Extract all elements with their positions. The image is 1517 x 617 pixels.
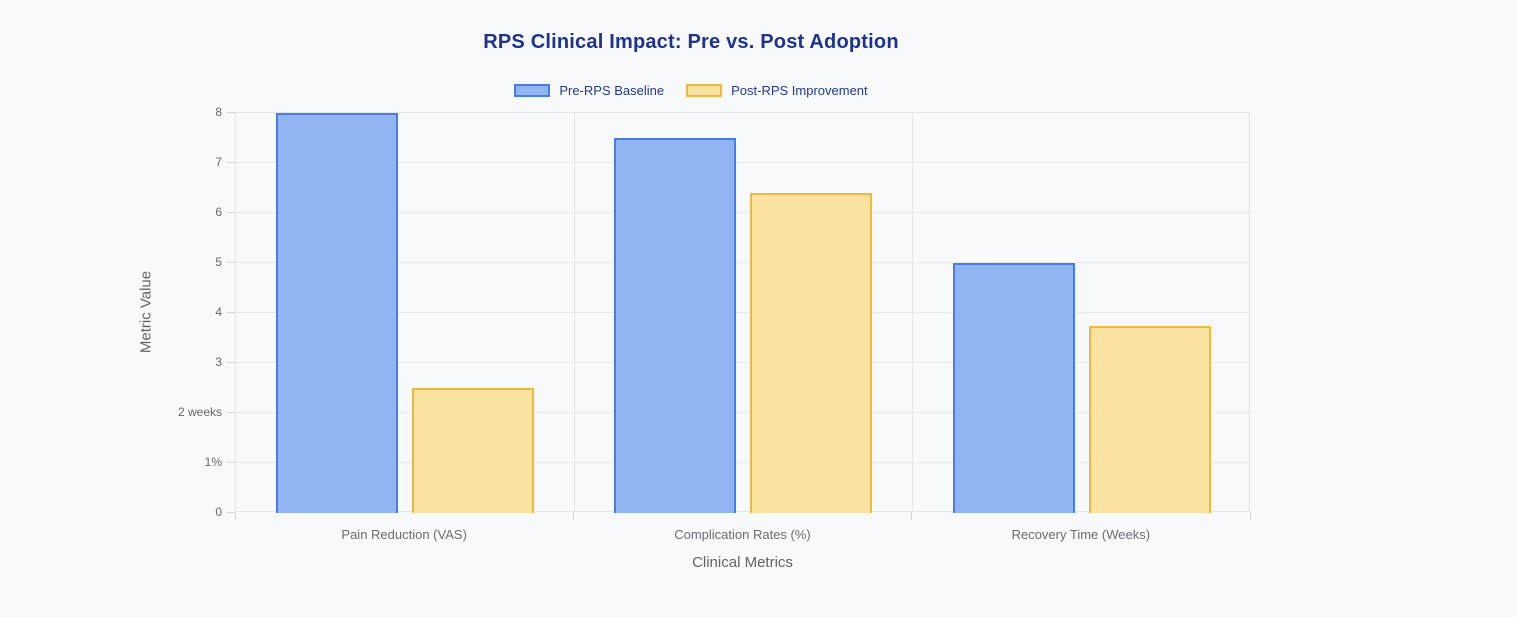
y-axis-tick — [227, 361, 235, 363]
plot-area — [235, 112, 1250, 513]
gridline-horizontal — [236, 362, 1249, 363]
bar-post-rps-2[interactable] — [1088, 325, 1211, 513]
gridline-horizontal — [236, 412, 1249, 413]
category-label-recovery-time: Recovery Time (Weeks) — [1011, 527, 1151, 542]
chart-legend: Pre-RPS Baseline Post-RPS Improvement — [0, 83, 1382, 98]
x-axis-tick — [1249, 512, 1251, 520]
gridline-vertical — [573, 113, 575, 511]
gridline-vertical — [912, 113, 914, 511]
y-axis-tick — [227, 311, 235, 313]
y-axis-tick — [227, 261, 235, 263]
y-axis-tick-label: 7 — [215, 155, 222, 169]
y-axis-tick — [227, 511, 235, 513]
y-axis-tick — [227, 461, 235, 463]
legend-label-post-rps: Post-RPS Improvement — [731, 83, 868, 98]
y-axis-tick-label: 6 — [215, 205, 222, 219]
legend-item-post-rps-improvement[interactable]: Post-RPS Improvement — [686, 83, 868, 98]
y-axis-tick-label: 0 — [215, 505, 222, 519]
category-label-pain-reduction: Pain Reduction (VAS) — [341, 527, 467, 542]
bar-pre-rps-1[interactable] — [614, 138, 737, 513]
y-axis-tick-label: 8 — [215, 105, 222, 119]
y-axis-tick-label: 2 weeks — [177, 405, 222, 419]
category-label-complication-rates: Complication Rates (%) — [674, 527, 811, 542]
legend-swatch-post-rps — [686, 84, 723, 97]
x-axis-title: Clinical Metrics — [692, 554, 793, 571]
y-axis-tick-label: 5 — [215, 255, 222, 269]
y-axis-tick — [227, 411, 235, 413]
bar-pre-rps-0[interactable] — [276, 113, 398, 513]
gridline-horizontal — [236, 162, 1249, 163]
bar-post-rps-0[interactable] — [412, 388, 534, 513]
legend-swatch-pre-rps — [514, 84, 551, 97]
bar-pre-rps-2[interactable] — [952, 263, 1075, 513]
chart-title: RPS Clinical Impact: Pre vs. Post Adopti… — [483, 31, 899, 53]
bar-post-rps-1[interactable] — [750, 193, 873, 513]
x-axis-tick — [234, 512, 236, 520]
y-axis-tick — [227, 111, 235, 113]
y-axis-tick — [227, 211, 235, 213]
x-axis-tick — [911, 512, 913, 520]
y-axis-tick-label: 1% — [204, 455, 222, 469]
gridline-horizontal — [236, 462, 1249, 463]
y-axis-tick-label: 4 — [215, 305, 222, 319]
gridline-horizontal — [236, 262, 1249, 263]
gridline-horizontal — [236, 312, 1249, 313]
gridline-horizontal — [236, 212, 1249, 213]
bar-chart: RPS Clinical Impact: Pre vs. Post Adopti… — [0, 31, 1382, 571]
legend-item-pre-rps-baseline[interactable]: Pre-RPS Baseline — [514, 83, 664, 98]
x-axis-tick — [572, 512, 574, 520]
y-axis-tick — [227, 161, 235, 163]
legend-label-pre-rps: Pre-RPS Baseline — [559, 83, 665, 98]
y-axis-tick-label: 3 — [215, 355, 222, 369]
